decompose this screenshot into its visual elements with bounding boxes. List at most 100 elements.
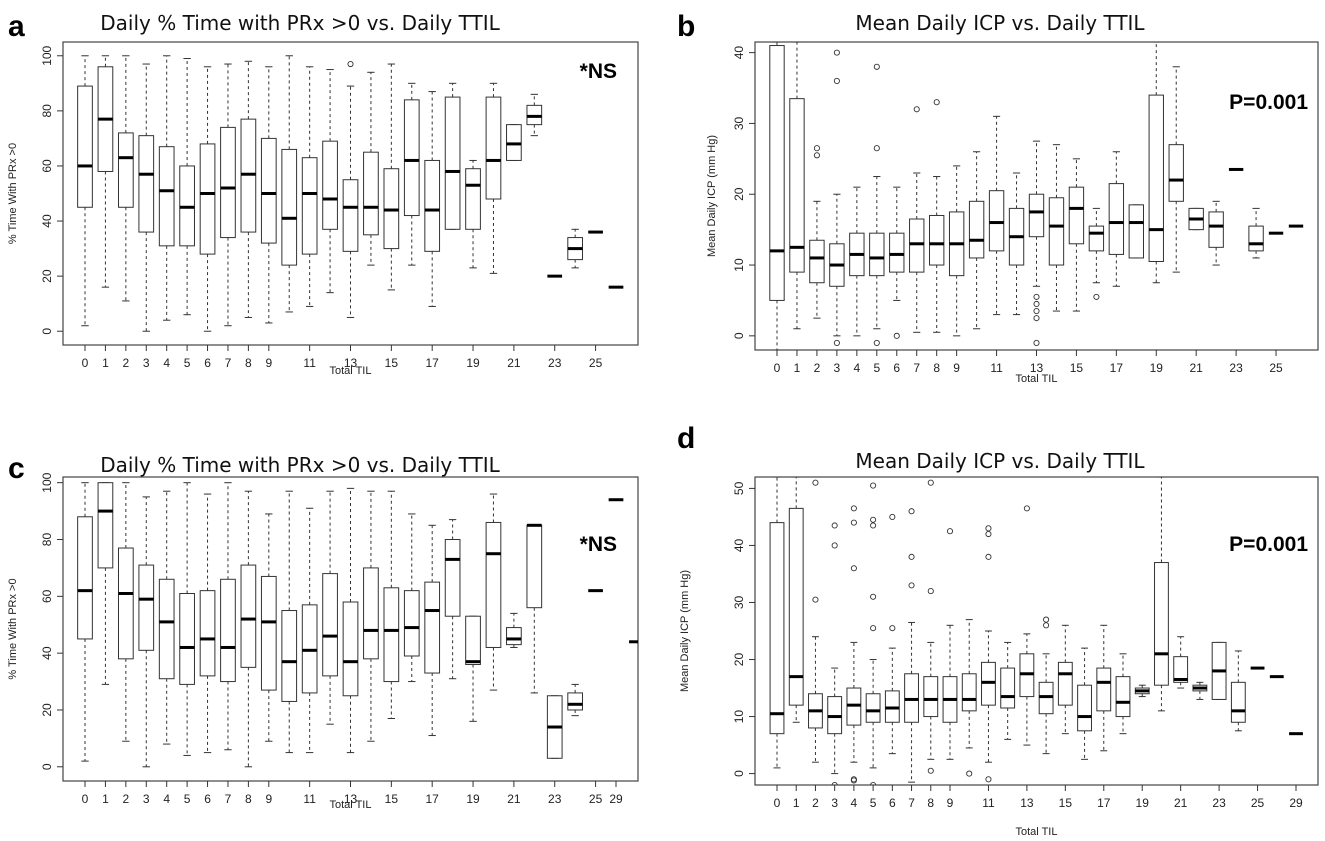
x-tick-label: 19 xyxy=(466,356,480,370)
panel-a: a Daily % Time with PRx >0 vs. Daily TTIL… xyxy=(7,10,639,377)
x-tick-label: 8 xyxy=(245,356,252,370)
box-18 xyxy=(444,519,461,680)
box-21 xyxy=(506,124,522,161)
iqr-box xyxy=(465,615,481,666)
outlier-point xyxy=(831,542,838,549)
iqr-box xyxy=(260,137,277,244)
box-14 xyxy=(1038,616,1054,755)
x-tick-label: 9 xyxy=(265,792,272,806)
outlier-point xyxy=(1033,339,1040,346)
x-tick-label: 11 xyxy=(982,796,995,810)
x-tick-label: 7 xyxy=(908,796,915,810)
panel-letter: d xyxy=(677,422,695,455)
iqr-box xyxy=(383,587,400,683)
outlier-point xyxy=(913,106,920,113)
iqr-box xyxy=(961,673,977,712)
box-10 xyxy=(281,55,298,313)
box-15 xyxy=(1068,158,1085,312)
x-tick-label: 2 xyxy=(123,356,130,370)
iqr-box xyxy=(789,98,805,273)
iqr-box xyxy=(788,507,804,706)
iqr-box xyxy=(444,539,461,617)
outlier-point xyxy=(813,152,820,159)
x-tick-label: 8 xyxy=(927,796,934,810)
x-tick-label: 21 xyxy=(507,356,521,370)
box-22 xyxy=(526,93,543,137)
iqr-box xyxy=(117,132,134,208)
box-20 xyxy=(485,493,502,691)
iqr-box xyxy=(1108,183,1125,255)
significance-annotation: *NS xyxy=(580,533,617,556)
iqr-box xyxy=(1077,684,1092,732)
x-tick-label: 15 xyxy=(385,792,399,806)
box-6 xyxy=(199,493,216,754)
boxplot-group xyxy=(77,55,624,332)
x-tick-label: 3 xyxy=(834,361,841,375)
box-13 xyxy=(1019,505,1035,746)
box-21 xyxy=(506,612,522,648)
box-12 xyxy=(1000,641,1016,740)
iqr-box xyxy=(1048,197,1065,266)
iqr-box xyxy=(363,567,379,660)
iqr-box xyxy=(929,214,945,266)
box-15 xyxy=(383,63,400,291)
box-20 xyxy=(1154,477,1169,712)
iqr-box xyxy=(220,126,236,239)
box-19 xyxy=(1134,684,1150,698)
outlier-point xyxy=(1043,622,1050,629)
significance-annotation: *NS xyxy=(580,60,617,83)
boxplot-group xyxy=(769,477,1303,785)
box-15 xyxy=(1057,624,1073,735)
outlier-point xyxy=(831,522,838,529)
y-axis-label: % Time With PRx >0 xyxy=(7,578,19,679)
box-19 xyxy=(1148,42,1164,284)
outlier-point xyxy=(870,625,877,632)
iqr-box xyxy=(1148,94,1164,262)
outlier-point xyxy=(889,513,896,520)
box-3 xyxy=(138,496,155,768)
outlier-point xyxy=(833,49,840,56)
iqr-box xyxy=(769,45,785,301)
x-tick-label: 9 xyxy=(947,796,954,810)
box-9 xyxy=(942,528,958,760)
x-tick-label: 8 xyxy=(245,792,252,806)
box-7 xyxy=(220,482,236,751)
iqr-box xyxy=(199,590,216,677)
iqr-box xyxy=(485,521,502,648)
x-tick-label: 3 xyxy=(831,796,838,810)
y-tick-label: 40 xyxy=(732,538,746,552)
x-axis-label: Total TIL xyxy=(330,365,372,377)
box-6 xyxy=(884,513,900,755)
box-4 xyxy=(158,55,175,321)
iqr-box xyxy=(138,135,155,233)
x-tick-label: 17 xyxy=(1110,361,1124,375)
y-axis-label: % Time With PRx >0 xyxy=(7,143,19,244)
x-tick-label: 5 xyxy=(873,361,880,375)
x-tick-label: 0 xyxy=(82,356,89,370)
box-14 xyxy=(1048,144,1065,312)
box-23 xyxy=(546,695,563,759)
x-tick-label: 1 xyxy=(793,796,800,810)
box-0 xyxy=(77,482,93,762)
outlier-point xyxy=(812,479,819,486)
x-tick-label: 7 xyxy=(225,792,232,806)
iqr-box xyxy=(363,151,379,236)
x-tick-label: 11 xyxy=(303,356,316,370)
outlier-point xyxy=(1093,293,1100,300)
x-tick-label: 15 xyxy=(385,356,399,370)
x-tick-label: 1 xyxy=(102,356,109,370)
iqr-box xyxy=(424,159,441,252)
x-tick-label: 5 xyxy=(870,796,877,810)
x-tick-label: 2 xyxy=(814,361,821,375)
box-0 xyxy=(769,42,785,350)
outlier-point xyxy=(870,482,877,489)
iqr-box xyxy=(138,564,155,651)
outlier-point xyxy=(850,565,857,572)
y-tick-label: 80 xyxy=(40,104,54,118)
box-2 xyxy=(808,479,823,763)
outlier-point xyxy=(1043,616,1050,623)
x-tick-label: 15 xyxy=(1070,361,1084,375)
outlier-point xyxy=(813,145,820,152)
iqr-box xyxy=(403,99,420,217)
